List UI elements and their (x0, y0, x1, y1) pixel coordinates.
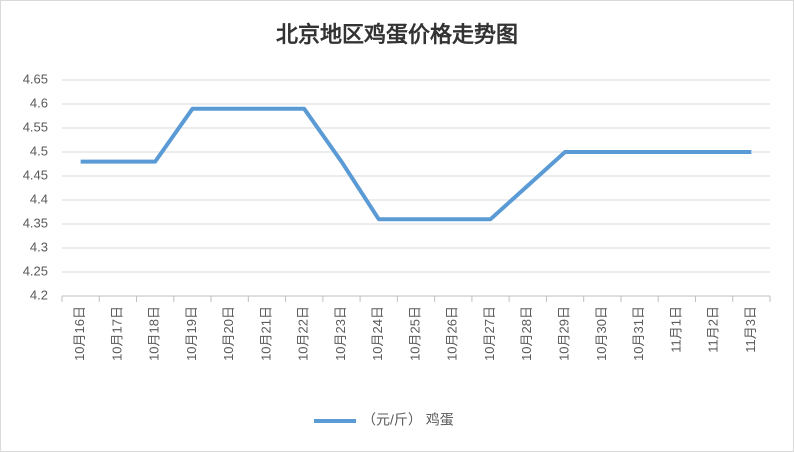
y-tick-label: 4.5 (30, 143, 48, 158)
x-tick-label: 10月18日 (147, 306, 162, 361)
x-tick-label: 10月17日 (109, 306, 124, 361)
x-tick-label: 11月2日 (706, 306, 721, 353)
x-tick-label: 10月19日 (184, 306, 199, 361)
x-tick-label: 10月28日 (519, 306, 534, 361)
y-tick-label: 4.6 (30, 95, 48, 110)
x-tick-label: 10月23日 (333, 306, 348, 361)
x-tick-label: 10月25日 (407, 306, 422, 361)
x-tick-label: 10月30日 (594, 306, 609, 361)
x-tick-label: 10月20日 (221, 306, 236, 361)
y-tick-label: 4.65 (23, 71, 48, 86)
x-tick-label: 10月24日 (370, 306, 385, 361)
legend-label: （元/斤） 鸡蛋 (362, 412, 454, 428)
y-tick-label: 4.35 (23, 215, 48, 230)
y-tick-label: 4.25 (23, 263, 48, 278)
x-tick-label: 10月31日 (631, 306, 646, 361)
y-tick-label: 4.55 (23, 119, 48, 134)
y-tick-label: 4.3 (30, 239, 48, 254)
x-tick-label: 10月29日 (556, 306, 571, 361)
x-tick-label: 10月26日 (445, 306, 460, 361)
data-line (80, 106, 752, 222)
x-tick-label: 10月21日 (258, 306, 273, 361)
chart-title: 北京地区鸡蛋价格走势图 (276, 22, 518, 47)
x-tick-label: 11月1日 (668, 306, 683, 353)
y-tick-label: 4.45 (23, 167, 48, 182)
x-tick-label: 10月27日 (482, 306, 497, 361)
x-tick-label: 10月16日 (72, 306, 87, 361)
x-tick-label: 11月3日 (743, 306, 758, 353)
y-tick-label: 4.4 (30, 191, 48, 206)
y-tick-label: 4.2 (30, 287, 48, 302)
x-tick-label: 10月22日 (296, 306, 311, 361)
